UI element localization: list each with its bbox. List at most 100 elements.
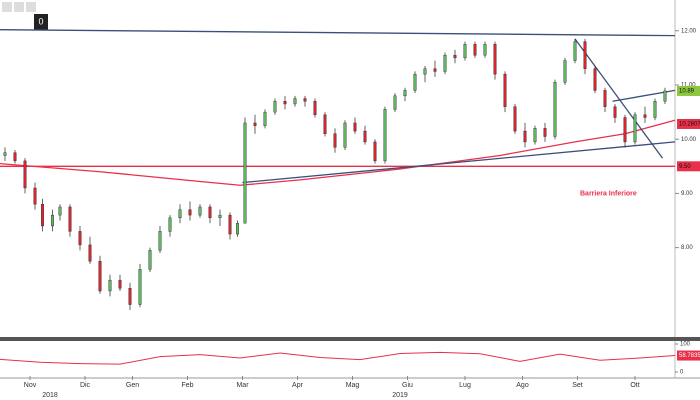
candle-body [663,90,667,102]
candle-body [623,117,627,143]
candle-body [51,214,54,227]
candle-body [603,90,607,107]
candle-body [563,60,567,83]
candle-body [613,106,617,118]
candle-body [433,68,437,72]
candle-body [228,214,232,235]
tool-icon[interactable] [14,2,24,12]
x-tick-label: Ott [630,382,639,389]
toolbar-box[interactable] [34,14,48,30]
candle-body [138,269,142,305]
toolbar-label: 0 [38,16,43,26]
year-label: 2019 [392,392,408,399]
trend-line [242,141,676,184]
x-tick-label: Gen [126,382,139,389]
candle-body [643,114,647,118]
candle-body [413,73,417,91]
candle-body [78,231,82,246]
candle-body [253,122,257,126]
candle-body [313,101,317,116]
candle-body [383,109,387,162]
price-label: 10.89 [679,89,695,95]
candle-body [58,206,62,216]
rsi-value-label: 58.7835 [679,353,700,359]
trend-line [0,119,676,186]
candle-body [41,204,44,227]
candle-body [453,54,457,59]
candle-body [633,114,637,143]
candle-body [353,122,357,132]
candle-body [493,44,497,75]
candle-body [168,217,172,232]
candle-body [13,152,17,162]
x-tick-label: Set [572,382,583,389]
price-label-box [677,118,700,129]
y-tick-label: 12.00 [681,28,697,34]
rsi-line [0,351,676,365]
x-tick-label: Mag [346,382,360,389]
price-label-box [677,85,700,96]
panel-separator [0,337,700,341]
candle-body [88,244,92,262]
candle-body [243,122,247,224]
candle-body [533,128,537,143]
rsi-value-box [677,350,700,361]
candle-body [178,209,182,219]
candle-body [343,122,347,148]
year-label: 2018 [42,392,58,399]
tool-icon[interactable] [26,2,36,12]
y-tick-label: 9.00 [681,191,693,197]
candle-body [23,160,27,189]
candle-body [593,68,597,91]
tool-icon[interactable] [2,2,12,12]
candle-body [68,206,72,232]
candle-body [523,130,527,143]
candle-body [263,111,267,126]
x-tick-label: Lug [459,382,471,389]
x-tick-label: Mar [236,382,249,389]
candle-body [583,41,587,69]
trend-line [574,38,664,159]
x-tick-label: Apr [292,382,304,389]
candle-body [98,260,102,292]
candle-body [473,44,477,56]
candle-body [236,223,239,235]
x-tick-label: Nov [24,382,37,389]
candle-body [363,130,367,143]
rsi-tick-label: 100 [680,342,691,348]
trend-line [0,29,676,37]
candle-body [463,44,467,59]
candle-body [373,141,377,162]
candle-body [283,101,287,105]
candle-body [513,106,517,132]
price-label: 9.50 [679,164,691,170]
candle-body [483,44,487,56]
y-tick-label: 8.00 [681,245,693,251]
candle-body [108,279,112,292]
price-label-box [677,161,700,172]
candle-body [573,41,577,61]
candle-body [323,114,327,134]
x-tick-label: Giu [402,382,413,389]
y-tick-label: 10.00 [681,137,697,143]
candle-body [198,206,202,216]
price-label: 10.2807 [679,122,700,128]
candle-body [148,250,152,270]
x-tick-label: Dic [80,382,91,389]
x-tick-label: Ago [516,382,529,389]
candle-body [443,54,447,72]
x-tick-label: Feb [181,382,193,389]
candle-body [303,98,307,102]
candle-body [188,209,192,216]
candle-body [3,152,7,156]
candle-body [333,133,337,148]
rsi-tick-label: 0 [680,370,684,376]
candle-body [118,279,122,289]
candle-body [653,101,657,118]
candle-body [158,231,162,251]
candle-body [393,95,397,110]
candle-body [553,82,557,137]
candle-body [33,187,37,205]
